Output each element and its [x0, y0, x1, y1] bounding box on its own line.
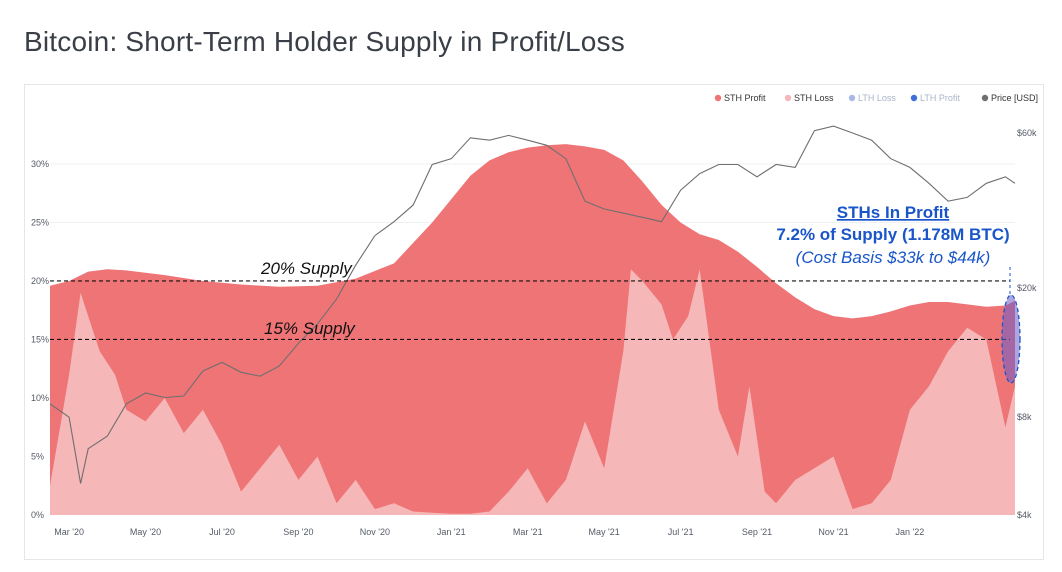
price-line — [49, 125, 1016, 484]
legend-item-label[interactable]: Price [USD] — [991, 93, 1038, 103]
x-tick-label: Sep '20 — [283, 527, 313, 537]
x-tick-label: Mar '20 — [54, 527, 84, 537]
legend-swatch — [981, 94, 989, 102]
legend-item-label[interactable]: STH Loss — [794, 93, 834, 103]
x-tick-label: Jan '22 — [896, 527, 925, 537]
x-tick-label: Jul '21 — [668, 527, 694, 537]
x-tick-label: Nov '21 — [818, 527, 848, 537]
y-left-tick-label: 25% — [31, 217, 49, 227]
callout-cost-basis-line: (Cost Basis $33k to $44k) — [796, 248, 991, 267]
callout-title: STHs In Profit — [837, 203, 950, 222]
sth-profit-area — [50, 144, 1015, 515]
annotation-20-supply: 20% Supply — [260, 259, 353, 278]
chart-panel: glassnode 0%5%10%15%20%25%30% $4k$8k$20k… — [24, 84, 1044, 560]
y-left-tick-label: 5% — [31, 451, 44, 461]
chart-svg: glassnode 0%5%10%15%20%25%30% $4k$8k$20k… — [31, 93, 1038, 537]
x-tick-label: Jan '21 — [437, 527, 466, 537]
y-axis-left: 0% 5% 10% 15% 20% 25% 30% — [31, 159, 49, 520]
legend-item-label[interactable]: LTH Loss — [858, 93, 896, 103]
x-tick-label: Jul '20 — [209, 527, 235, 537]
x-tick-label: Sep '21 — [742, 527, 772, 537]
x-tick-label: Nov '20 — [360, 527, 390, 537]
x-axis: Mar '20 May '20 Jul '20 Sep '20 Nov '20 Jan '… — [54, 527, 924, 537]
legend-swatch — [784, 94, 792, 102]
x-tick-label: May '21 — [589, 527, 620, 537]
x-tick-label: Mar '21 — [513, 527, 543, 537]
legend-item-label[interactable]: LTH Profit — [920, 93, 960, 103]
y-left-tick-label: 0% — [31, 510, 44, 520]
price-series — [49, 125, 1016, 484]
y-right-tick-label: $20k — [1017, 283, 1037, 293]
legend-swatch — [848, 94, 856, 102]
y-right-tick-label: $8k — [1017, 412, 1032, 422]
reference-lines — [50, 280, 1010, 341]
legend-swatch — [714, 94, 722, 102]
sth-loss-area — [50, 269, 1015, 515]
area-series — [50, 144, 1015, 515]
callout-supply-line: 7.2% of Supply (1.178M BTC) — [776, 225, 1009, 244]
y-axis-right: $4k $8k $20k $60k — [1017, 128, 1037, 520]
y-right-tick-label: $60k — [1017, 128, 1037, 138]
y-left-tick-label: 20% — [31, 276, 49, 286]
callout-ellipse — [1001, 294, 1021, 384]
annotation-15-supply: 15% Supply — [264, 319, 356, 338]
y-left-tick-label: 10% — [31, 393, 49, 403]
x-tick-label: May '20 — [130, 527, 161, 537]
y-right-tick-label: $4k — [1017, 510, 1032, 520]
page-title: Bitcoin: Short-Term Holder Supply in Pro… — [24, 26, 625, 57]
legend-swatch — [910, 94, 918, 102]
y-left-tick-label: 15% — [31, 334, 49, 344]
legend[interactable]: STH Profit STH Loss LTH Loss LTH Profit Pric… — [714, 93, 1038, 103]
y-left-tick-label: 30% — [31, 159, 49, 169]
legend-item-label[interactable]: STH Profit — [724, 93, 766, 103]
